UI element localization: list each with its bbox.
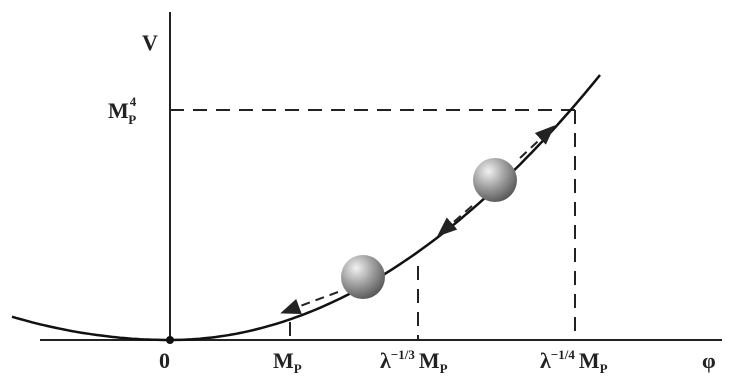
subscript: P (128, 112, 136, 127)
superscript: −1/4 (551, 347, 576, 362)
y-axis-label: V (142, 30, 158, 55)
axes (40, 12, 722, 342)
potential-curve (12, 75, 600, 340)
diagram: V φ 0 M4P MP λ−1/3MP λ−1/4MP (0, 0, 729, 388)
base: M (108, 98, 129, 123)
superscript: 4 (130, 94, 137, 109)
subscript: P (600, 361, 608, 376)
superscript: −1/3 (391, 347, 416, 362)
arrows (284, 128, 552, 312)
guides (170, 110, 575, 340)
base: M (419, 348, 440, 373)
prefix: λ (540, 348, 551, 373)
y-mark-label: M4 P (108, 94, 137, 127)
origin-label: 0 (159, 348, 170, 373)
x-axis-label: φ (702, 348, 716, 373)
prefix: λ (380, 348, 391, 373)
arrow (440, 206, 472, 234)
ball (341, 255, 385, 299)
subscript: P (294, 361, 302, 376)
ball (473, 158, 517, 202)
x-mark-label: MP (273, 348, 302, 376)
base: M (273, 348, 294, 373)
arrow (520, 128, 552, 158)
subscript: P (440, 361, 448, 376)
origin-dot (166, 336, 174, 344)
base: M (579, 348, 600, 373)
